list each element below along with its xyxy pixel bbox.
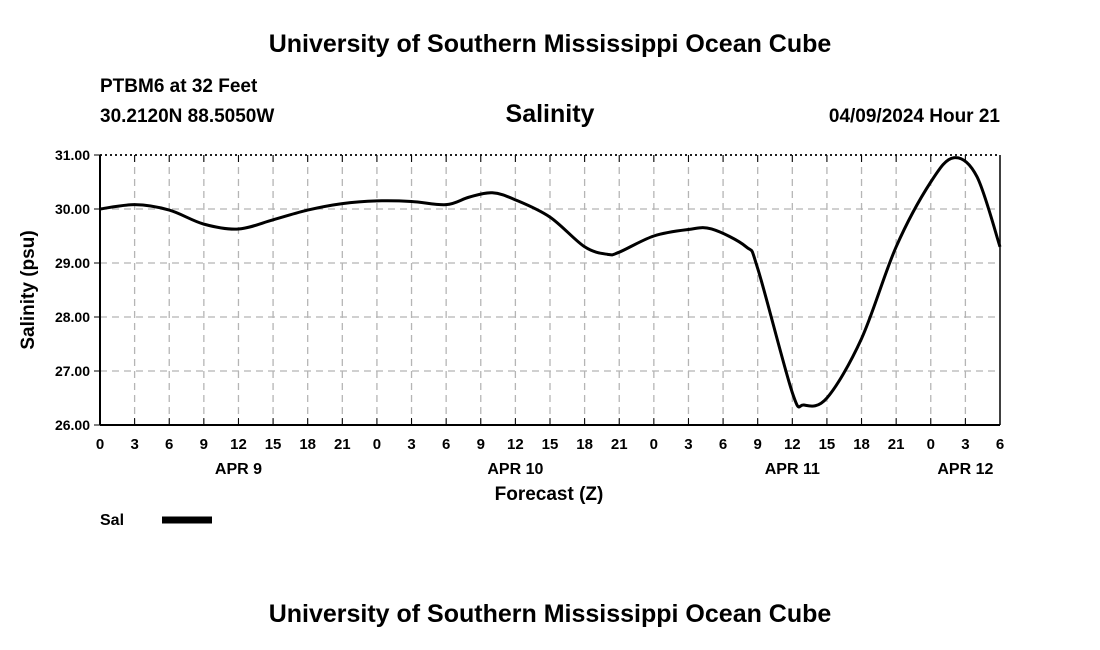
date-label: APR 11 <box>765 461 820 478</box>
x-tick-label: 21 <box>334 436 351 453</box>
x-axis-label: Forecast (Z) <box>495 484 604 505</box>
grid <box>100 155 1000 425</box>
x-tick-label: 0 <box>96 436 104 453</box>
x-tick-label: 0 <box>650 436 658 453</box>
series-line-sal <box>99 156 1002 409</box>
x-tick-label: 3 <box>130 436 138 453</box>
x-tick-label: 21 <box>888 436 905 453</box>
x-tick-label: 9 <box>477 436 485 453</box>
legend-label: Sal <box>100 512 124 529</box>
x-tick-label: 18 <box>299 436 316 453</box>
y-tick-label: 31.00 <box>55 147 90 163</box>
y-tick-label: 26.00 <box>55 417 90 433</box>
x-tick-label: 18 <box>853 436 870 453</box>
x-tick-label: 6 <box>165 436 173 453</box>
x-tick-label: 3 <box>684 436 692 453</box>
series-layer <box>99 156 1002 409</box>
x-tick-label: 12 <box>230 436 247 453</box>
coordinates-label: 30.2120N 88.5050W <box>100 106 275 127</box>
x-tick-label: 0 <box>927 436 935 453</box>
x-tick-label: 12 <box>507 436 524 453</box>
x-tick-label: 6 <box>442 436 450 453</box>
x-tick-label: 9 <box>200 436 208 453</box>
datetime-label: 04/09/2024 Hour 21 <box>828 106 1000 127</box>
y-tick-label: 28.00 <box>55 309 90 325</box>
footer-title: University of Southern Mississippi Ocean… <box>268 600 832 628</box>
x-tick-label: 21 <box>611 436 628 453</box>
legend: Sal <box>100 512 212 529</box>
date-label: APR 12 <box>937 461 993 478</box>
x-tick-label: 15 <box>819 436 836 453</box>
x-tick-label: 12 <box>784 436 801 453</box>
x-tick-label: 9 <box>754 436 762 453</box>
axes: 0 3 6 9 12 15 18 21 0 3 6 9 12 15 18 21 0 3 6 9 12 15 18 21 0 3 6 2… <box>55 147 1004 478</box>
y-tick-label: 30.00 <box>55 201 90 217</box>
x-tick-label: 6 <box>996 436 1004 453</box>
x-tick-label: 0 <box>373 436 381 453</box>
x-tick-label: 15 <box>265 436 282 453</box>
date-label: APR 10 <box>487 461 543 478</box>
y-tick-label: 29.00 <box>55 255 90 271</box>
y-axis-label: Salinity (psu) <box>18 230 39 349</box>
x-tick-label: 3 <box>407 436 415 453</box>
chart-title: University of Southern Mississippi Ocean… <box>268 30 832 58</box>
x-tick-label: 15 <box>542 436 559 453</box>
x-tick-label: 3 <box>961 436 969 453</box>
date-label: APR 9 <box>215 461 262 478</box>
x-tick-label: 6 <box>719 436 727 453</box>
station-label: PTBM6 at 32 Feet <box>100 76 258 97</box>
y-tick-label: 27.00 <box>55 363 90 379</box>
x-tick-label: 18 <box>576 436 593 453</box>
parameter-label: Salinity <box>505 100 595 128</box>
